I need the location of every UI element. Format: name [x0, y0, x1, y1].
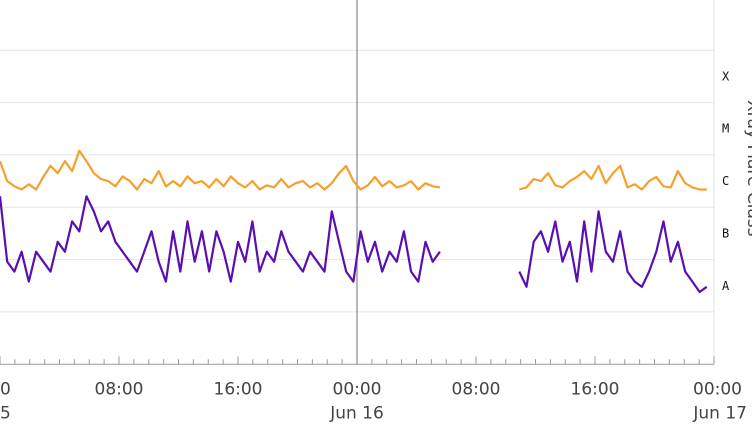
date-label: Jun 17 — [692, 403, 747, 423]
y-tick-label: A — [722, 279, 730, 293]
x-tick-label: 00:00 — [693, 379, 742, 399]
y-tick-label: M — [722, 122, 729, 136]
y-axis-title: Xray Flare Class — [743, 100, 752, 237]
x-tick-label: 08:00 — [95, 379, 144, 399]
date-label: 5 — [0, 403, 11, 423]
x-tick-label: 16:00 — [214, 379, 263, 399]
series-line — [0, 195, 708, 294]
series-line — [0, 149, 707, 191]
date-label: Jun 16 — [329, 403, 384, 423]
y-tick-label: B — [722, 226, 729, 240]
y-tick-label: C — [722, 174, 729, 188]
x-tick-label: 0 — [0, 379, 11, 399]
x-tick-label: 16:00 — [571, 379, 620, 399]
x-tick-label: 08:00 — [452, 379, 501, 399]
y-tick-label: X — [722, 69, 730, 83]
x-tick-label: 00:00 — [333, 379, 382, 399]
